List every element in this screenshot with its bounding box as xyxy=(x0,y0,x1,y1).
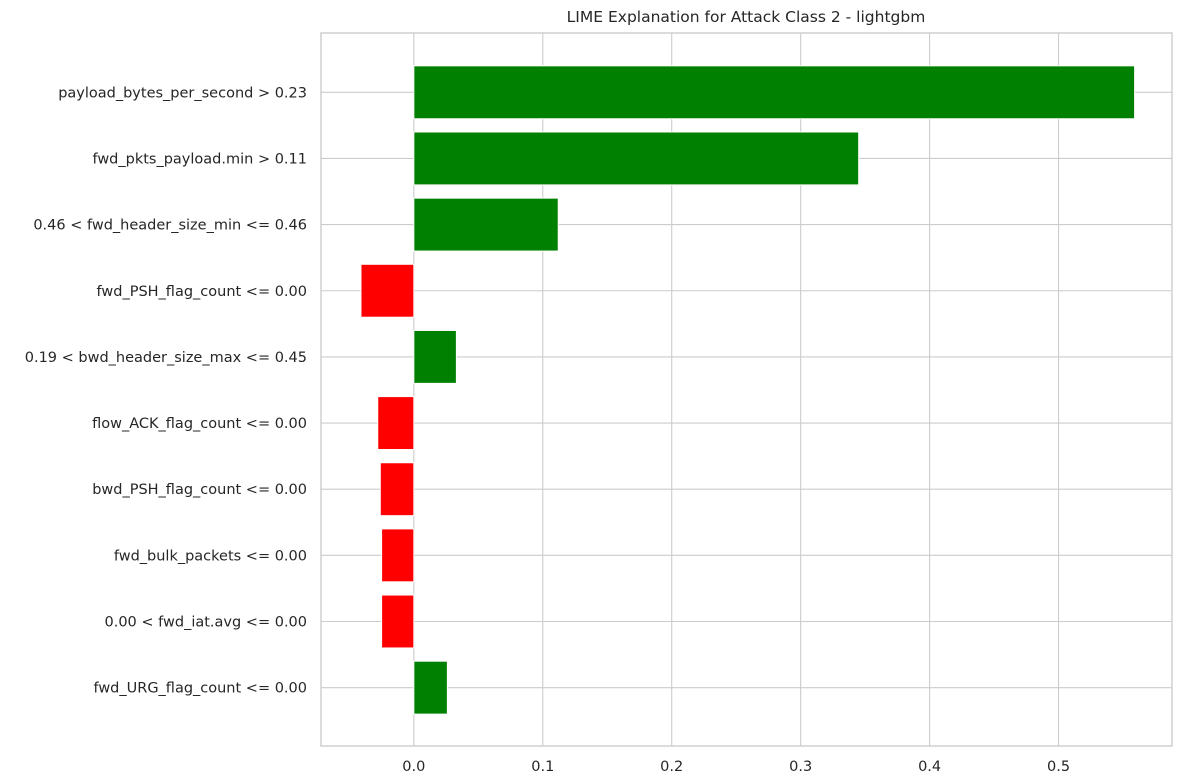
bar xyxy=(381,594,415,649)
bar-layer xyxy=(360,65,1136,715)
y-tick-label: 0.00 < fwd_iat.avg <= 0.00 xyxy=(105,615,308,631)
y-tick-label: fwd_pkts_payload.min > 0.11 xyxy=(92,151,307,167)
bar xyxy=(413,197,559,252)
y-tick-label: payload_bytes_per_second > 0.23 xyxy=(58,85,307,101)
x-tick-label: 0.1 xyxy=(531,759,554,775)
grid-layer xyxy=(321,33,1172,746)
x-tick-label: 0.0 xyxy=(402,759,425,775)
y-tick-label: fwd_PSH_flag_count <= 0.00 xyxy=(97,284,307,300)
bar xyxy=(360,263,415,318)
bar xyxy=(413,131,860,186)
bar xyxy=(413,329,457,384)
x-tick-label: 0.4 xyxy=(918,759,941,775)
x-tick-label: 0.5 xyxy=(1047,759,1070,775)
y-tick-label: bwd_PSH_flag_count <= 0.00 xyxy=(92,482,307,498)
y-tick-label: 0.19 < bwd_header_size_max <= 0.45 xyxy=(25,350,307,366)
x-tick-labels: 0.0 0.1 0.2 0.3 0.4 0.5 xyxy=(402,759,1070,775)
y-tick-label: 0.46 < fwd_header_size_min <= 0.46 xyxy=(33,218,307,234)
chart-title: LIME Explanation for Attack Class 2 - li… xyxy=(567,8,926,26)
y-tick-labels: payload_bytes_per_second > 0.23 fwd_pkts_… xyxy=(25,85,307,696)
y-tick-label: fwd_URG_flag_count <= 0.00 xyxy=(93,681,307,697)
x-tick-label: 0.2 xyxy=(660,759,683,775)
bar xyxy=(413,660,448,715)
plot-frame xyxy=(320,32,1173,747)
y-tick-label: flow_ACK_flag_count <= 0.00 xyxy=(92,416,307,432)
y-tick-label: fwd_bulk_packets <= 0.00 xyxy=(114,548,307,564)
bar xyxy=(413,65,1136,120)
bar xyxy=(377,396,415,451)
x-tick-label: 0.3 xyxy=(789,759,812,775)
bar xyxy=(379,462,415,517)
bar xyxy=(381,528,415,583)
